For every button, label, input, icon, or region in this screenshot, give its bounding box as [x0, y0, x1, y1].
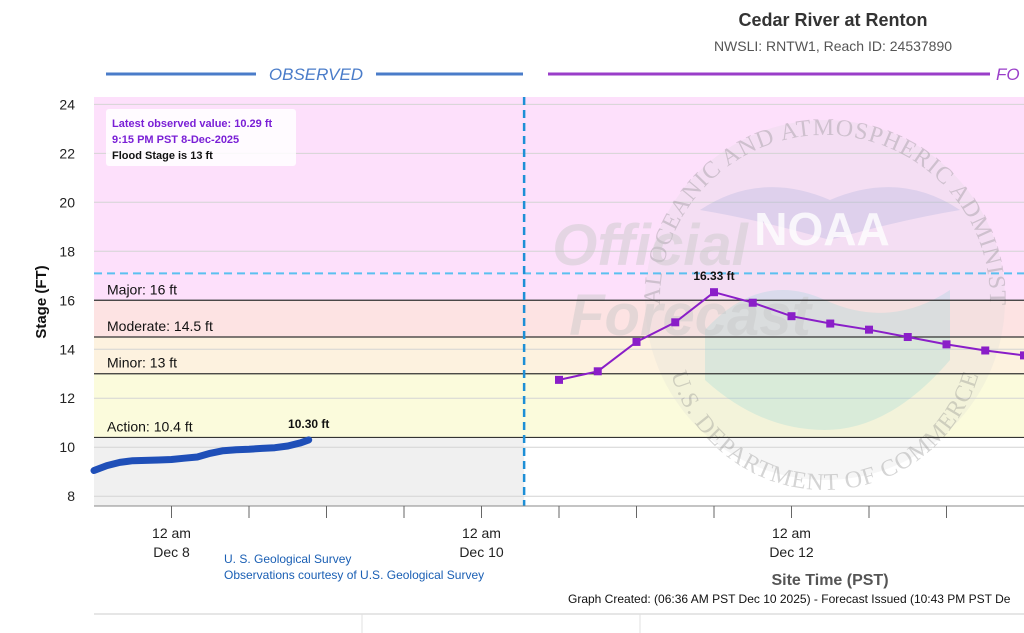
forecast-point	[593, 367, 602, 376]
y-tick-labels: 8 10 12 14 16 18 20 22 24	[59, 96, 75, 504]
observed-header-label: OBSERVED	[269, 65, 363, 84]
forecast-point	[826, 319, 835, 328]
forecast-header-label: FO	[996, 65, 1020, 84]
threshold-label-moderate: Moderate: 14.5 ft	[107, 318, 213, 334]
observed-series-line	[90, 436, 313, 474]
y-tick-label: 22	[59, 145, 75, 161]
flood-thresholds: Major: 16 ft Moderate: 14.5 ft Minor: 13 f…	[94, 281, 1024, 439]
threshold-label-action: Action: 10.4 ft	[107, 418, 193, 434]
forecast-point	[942, 340, 951, 349]
forecast-point	[787, 312, 796, 321]
section-headers: OBSERVED FO	[106, 65, 1020, 84]
forecast-point	[671, 318, 680, 327]
forecast-point	[865, 325, 873, 334]
threshold-label-minor: Minor: 13 ft	[107, 355, 177, 371]
observed-shade	[94, 437, 525, 506]
forecast-point	[555, 375, 563, 384]
x-tick-labels: 12 am Dec 8 12 am Dec 10 12 am Dec 12	[152, 525, 814, 560]
latest-observed-time: 9:15 PM PST 8-Dec-2025	[112, 134, 239, 146]
latest-value-box-bg	[106, 109, 296, 166]
x-tick-label-time: 12 am	[772, 525, 811, 541]
watermark-official: Official	[552, 213, 749, 278]
y-tick-label: 18	[59, 243, 75, 259]
threshold-label-major: Major: 16 ft	[107, 281, 177, 297]
point-label: 10.30 ft	[288, 417, 329, 431]
forecast-point	[748, 298, 757, 307]
y-tick-label: 12	[59, 390, 75, 406]
forecast-point	[710, 288, 718, 297]
watermark-forecast: Forecast	[569, 283, 813, 348]
x-tick-label-date: Dec 12	[769, 544, 814, 560]
x-tick-label-time: 12 am	[152, 525, 191, 541]
point-labels: 10.30 ft 16.33 ft	[288, 269, 735, 431]
x-axis-label: Site Time (PST)	[771, 572, 888, 589]
forecast-point	[981, 346, 990, 355]
graph-footer: Graph Created: (06:36 AM PST Dec 10 2025…	[568, 592, 1011, 606]
forecast-point	[903, 333, 912, 342]
band-action	[94, 373, 1024, 438]
band-minor	[94, 337, 1024, 374]
axes	[94, 505, 1024, 518]
noaa-logo-wave	[705, 290, 950, 430]
stage-series	[90, 288, 1024, 474]
credit-usgs: U. S. Geological Survey	[224, 552, 351, 566]
y-tick-label: 8	[67, 488, 75, 504]
y-tick-label: 24	[59, 96, 75, 112]
point-label: 16.33 ft	[693, 269, 734, 283]
y-axis-label: Stage (FT)	[33, 265, 50, 338]
watermark-noaa: NOAA	[754, 203, 889, 255]
chart-subtitle: NWSLI: RNTW1, Reach ID: 24537890	[714, 38, 952, 54]
forecast-point	[1020, 351, 1024, 360]
credit-observations: Observations courtesy of U.S. Geological…	[224, 568, 484, 582]
x-tick-label-date: Dec 8	[153, 544, 190, 560]
latest-value-box: Latest observed value: 10.29 ft 9:15 PM …	[106, 109, 296, 166]
y-tick-label: 14	[59, 341, 75, 357]
flood-stage-note: Flood Stage is 13 ft	[112, 150, 213, 162]
latest-observed-value: Latest observed value: 10.29 ft	[112, 118, 273, 130]
x-tick-label-time: 12 am	[462, 525, 501, 541]
forecast-point	[632, 337, 641, 346]
y-tick-label: 20	[59, 194, 75, 210]
chart-title: Cedar River at Renton	[738, 10, 927, 30]
x-tick-label-date: Dec 10	[459, 544, 504, 560]
y-tick-label: 10	[59, 439, 75, 455]
y-tick-label: 16	[59, 292, 75, 308]
noaa-logo-gull	[700, 187, 960, 240]
